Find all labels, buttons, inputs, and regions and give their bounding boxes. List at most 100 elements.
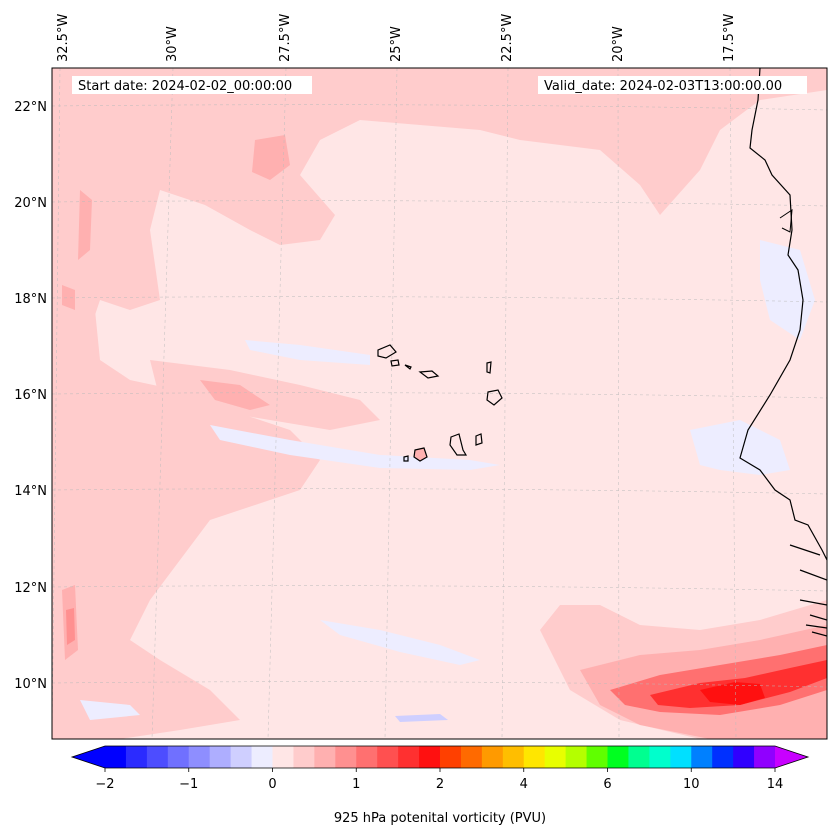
grid-lat-18n — [52, 296, 827, 303]
grid-lon-32-5w — [52, 68, 61, 739]
pv-contour-west-band — [52, 300, 320, 739]
pv-contour-patch-e — [66, 608, 75, 645]
lat-label: 18°N — [14, 292, 47, 307]
colorbar-tick-label: 10 — [683, 777, 700, 792]
lon-label: 32.5°W — [56, 14, 71, 62]
colorbar-cell — [565, 746, 587, 768]
colorbar-cells — [105, 746, 776, 768]
colorbar-cell — [209, 746, 232, 768]
colorbar-cell — [502, 746, 525, 768]
lon-label: 27.5°W — [278, 14, 293, 62]
lon-label: 22.5°W — [500, 14, 515, 62]
latitude-labels: 22°N 20°N 18°N 16°N 14°N 12°N 10°N — [14, 100, 47, 692]
lon-label: 17.5°W — [722, 14, 737, 62]
colorbar-tick-label: 2 — [436, 777, 444, 792]
colorbar-over-arrow — [775, 746, 808, 768]
grid-lat-20n — [52, 200, 827, 207]
pv-contour-mid-streak — [150, 360, 380, 430]
colorbar-cell — [481, 746, 504, 768]
africa-coastline — [739, 68, 827, 637]
lon-label: 30°W — [165, 26, 180, 62]
longitude-labels: 32.5°W 30°W 27.5°W 25°W 22.5°W 20°W 17.5… — [56, 14, 737, 62]
colorbar-cell — [733, 746, 755, 768]
map-area — [52, 68, 827, 739]
colorbar-tick-label: 6 — [603, 777, 611, 792]
grid-lat-22n — [52, 104, 827, 111]
pv-contour-patch-a — [252, 135, 290, 180]
colorbar-tick-label: −1 — [179, 777, 198, 792]
colorbar-cell — [251, 746, 273, 768]
grid-lat-12n — [52, 585, 827, 592]
colorbar-ticks: −2 −1 0 1 2 4 6 10 14 — [95, 768, 783, 792]
island-sal — [486, 361, 492, 374]
colorbar: −2 −1 0 1 2 4 6 10 14 925 hPa potenital vorticit… — [70, 745, 810, 826]
colorbar-cell — [125, 746, 148, 768]
colorbar-tick-label: 14 — [767, 777, 784, 792]
pv-negative-streak-d — [320, 620, 480, 665]
lat-label: 10°N — [14, 677, 47, 692]
cape-verde-islands — [377, 344, 503, 462]
pv-contour-patch-f — [78, 190, 92, 260]
colorbar-cell — [293, 746, 315, 768]
pv-contour-patch-c — [62, 285, 75, 310]
valid-date-label: Valid_date: 2024-02-03T13:00:00.00 — [544, 79, 782, 94]
grid-lon-30w — [151, 68, 174, 739]
island-santa-luzia — [404, 364, 412, 370]
colorbar-cell — [314, 746, 336, 768]
lat-label: 20°N — [14, 196, 47, 211]
pv-contour-north-band — [52, 68, 827, 360]
colorbar-tick-label: 4 — [520, 777, 528, 792]
colorbar-cell — [460, 746, 483, 768]
colorbar-cell — [230, 746, 252, 768]
island-sao-nicolau — [418, 370, 440, 379]
colorbar-cell — [544, 746, 567, 768]
gridlines — [52, 68, 827, 739]
colorbar-label: 925 hPa potenital vorticity (PVU) — [334, 811, 546, 826]
colorbar-cell — [607, 746, 629, 768]
pv-contour-patch-b — [200, 380, 270, 410]
colorbar-cell — [105, 746, 127, 768]
colorbar-cell — [398, 746, 420, 768]
grid-lon-27-5w — [267, 68, 287, 739]
colorbar-cell — [586, 746, 608, 768]
lat-label: 16°N — [14, 388, 47, 403]
island-brava — [403, 455, 409, 462]
island-santiago — [449, 433, 468, 456]
pv-negative-streak-b — [210, 425, 500, 470]
colorbar-cell — [649, 746, 671, 768]
colorbar-cell — [523, 746, 546, 768]
lat-label: 12°N — [14, 581, 47, 596]
grid-lon-17-5w — [729, 68, 737, 739]
colorbar-cell — [377, 746, 399, 768]
lat-label: 14°N — [14, 484, 47, 499]
colorbar-cell — [440, 746, 462, 768]
lat-label: 22°N — [14, 100, 47, 115]
colorbar-cell — [146, 746, 169, 768]
colorbar-cell — [670, 746, 692, 768]
grid-lon-22-5w — [501, 68, 509, 739]
island-maio — [475, 433, 483, 446]
colorbar-cell — [628, 746, 650, 768]
grid-lon-20w — [617, 68, 620, 739]
grid-lon-25w — [384, 68, 398, 739]
colorbar-tick-label: −2 — [95, 777, 114, 792]
colorbar-cell — [754, 746, 776, 768]
start-date-label: Start date: 2024-02-02_00:00:00 — [78, 79, 292, 94]
island-santo-antao — [377, 344, 397, 359]
grid-lat-14n — [52, 488, 827, 495]
colorbar-cell — [335, 746, 357, 768]
pv-contour-se-core — [700, 682, 765, 705]
colorbar-cell — [188, 746, 211, 768]
colorbar-cell — [712, 746, 734, 768]
island-fogo — [413, 447, 428, 462]
colorbar-cell — [167, 746, 190, 768]
pv-negative-streak-e — [395, 714, 448, 722]
africa-inlet — [779, 209, 793, 233]
colorbar-cell — [419, 746, 441, 768]
valid-date-box — [538, 76, 807, 94]
lon-label: 25°W — [389, 26, 404, 62]
pv-negative-streak-g — [80, 700, 140, 720]
grid-lat-10n — [52, 681, 827, 688]
pv-negative-streak-c — [690, 420, 790, 475]
island-sao-vicente — [390, 359, 400, 367]
